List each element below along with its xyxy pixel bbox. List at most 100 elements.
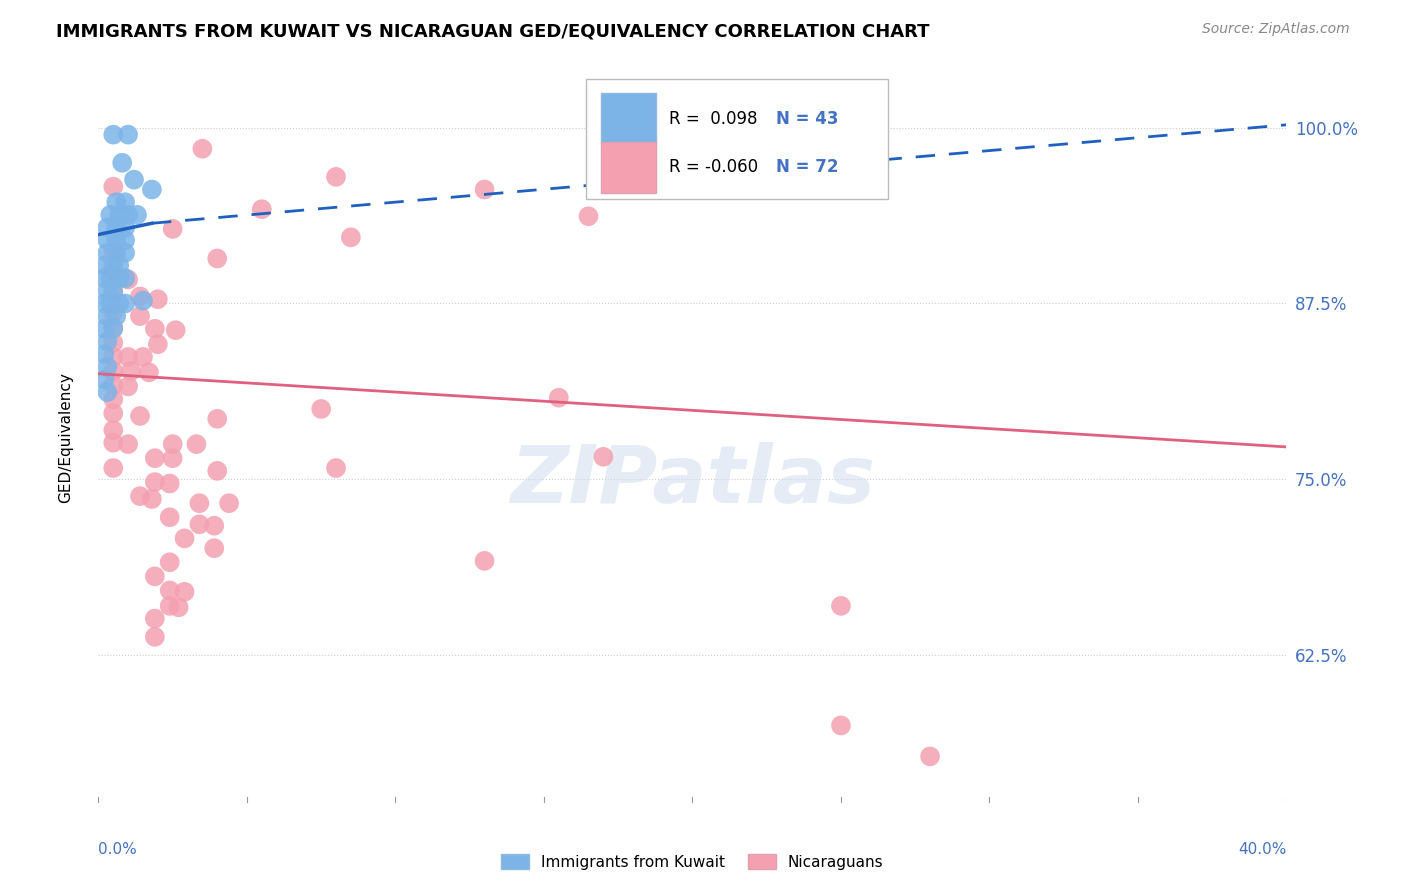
- Text: 40.0%: 40.0%: [1239, 842, 1286, 856]
- Point: [96, 220, 118, 235]
- Text: GED/Equivalency: GED/Equivalency: [58, 372, 73, 502]
- Point: [96, 334, 118, 349]
- Point: [96, 233, 118, 247]
- Point: [325, 461, 347, 475]
- Point: [141, 491, 163, 506]
- Point: [114, 220, 136, 235]
- Point: [159, 555, 181, 569]
- Point: [117, 128, 139, 142]
- Point: [474, 182, 496, 196]
- Point: [592, 450, 614, 464]
- Point: [159, 510, 181, 524]
- Point: [114, 296, 136, 310]
- Point: [103, 335, 125, 350]
- Text: IMMIGRANTS FROM KUWAIT VS NICARAGUAN GED/EQUIVALENCY CORRELATION CHART: IMMIGRANTS FROM KUWAIT VS NICARAGUAN GED…: [56, 22, 929, 40]
- Point: [173, 584, 195, 599]
- Point: [474, 554, 496, 568]
- Point: [143, 569, 166, 583]
- Point: [162, 222, 184, 236]
- Point: [205, 412, 228, 426]
- Point: [188, 517, 211, 532]
- Point: [96, 359, 118, 374]
- Point: [96, 309, 118, 323]
- Point: [188, 496, 211, 510]
- FancyBboxPatch shape: [600, 142, 655, 193]
- Point: [143, 611, 166, 625]
- Point: [250, 202, 273, 217]
- Point: [218, 496, 240, 510]
- Point: [132, 293, 155, 308]
- Point: [186, 437, 208, 451]
- Point: [173, 532, 195, 546]
- Point: [167, 600, 190, 615]
- Point: [117, 208, 139, 222]
- Point: [340, 230, 363, 244]
- Point: [93, 372, 115, 386]
- Point: [103, 284, 125, 298]
- Point: [547, 391, 569, 405]
- Point: [143, 475, 166, 489]
- Point: [103, 322, 125, 336]
- Point: [103, 306, 125, 320]
- Point: [143, 322, 166, 336]
- Point: [129, 309, 152, 323]
- Point: [120, 364, 142, 378]
- Point: [202, 541, 225, 556]
- Point: [98, 296, 121, 310]
- Point: [191, 142, 214, 156]
- Point: [146, 337, 169, 351]
- Point: [143, 630, 166, 644]
- Point: [162, 437, 184, 451]
- FancyBboxPatch shape: [585, 78, 889, 200]
- Point: [96, 385, 118, 400]
- Point: [103, 259, 125, 273]
- Point: [309, 401, 332, 416]
- Point: [103, 350, 125, 364]
- Point: [93, 259, 115, 273]
- Point: [162, 451, 184, 466]
- Point: [138, 365, 160, 379]
- Point: [103, 320, 125, 334]
- Point: [132, 350, 155, 364]
- Point: [205, 464, 228, 478]
- Point: [159, 583, 181, 598]
- Point: [117, 350, 139, 364]
- Point: [830, 599, 852, 613]
- Point: [129, 409, 152, 423]
- Point: [96, 245, 118, 260]
- Point: [103, 392, 125, 406]
- Point: [125, 208, 148, 222]
- Point: [105, 233, 128, 247]
- Point: [920, 749, 942, 764]
- Point: [93, 296, 115, 310]
- Point: [98, 208, 121, 222]
- Point: [205, 252, 228, 266]
- Point: [103, 406, 125, 420]
- Text: ZIPatlas: ZIPatlas: [510, 442, 875, 520]
- Point: [159, 599, 181, 613]
- Point: [103, 435, 125, 450]
- Text: N = 72: N = 72: [776, 159, 838, 177]
- Text: R = -0.060: R = -0.060: [669, 159, 758, 177]
- Point: [578, 209, 600, 223]
- Point: [98, 271, 121, 285]
- Point: [103, 244, 125, 259]
- Point: [114, 195, 136, 210]
- Point: [103, 423, 125, 437]
- Point: [146, 292, 169, 306]
- Text: Source: ZipAtlas.com: Source: ZipAtlas.com: [1202, 22, 1350, 37]
- Point: [114, 271, 136, 285]
- Point: [96, 284, 118, 298]
- Point: [114, 233, 136, 247]
- Point: [93, 271, 115, 285]
- Point: [129, 489, 152, 503]
- Point: [108, 259, 131, 273]
- Point: [108, 208, 131, 222]
- Point: [122, 172, 145, 186]
- Point: [105, 220, 128, 235]
- Point: [159, 476, 181, 491]
- Point: [165, 323, 187, 337]
- FancyBboxPatch shape: [600, 94, 655, 144]
- Point: [830, 718, 852, 732]
- Point: [111, 156, 134, 170]
